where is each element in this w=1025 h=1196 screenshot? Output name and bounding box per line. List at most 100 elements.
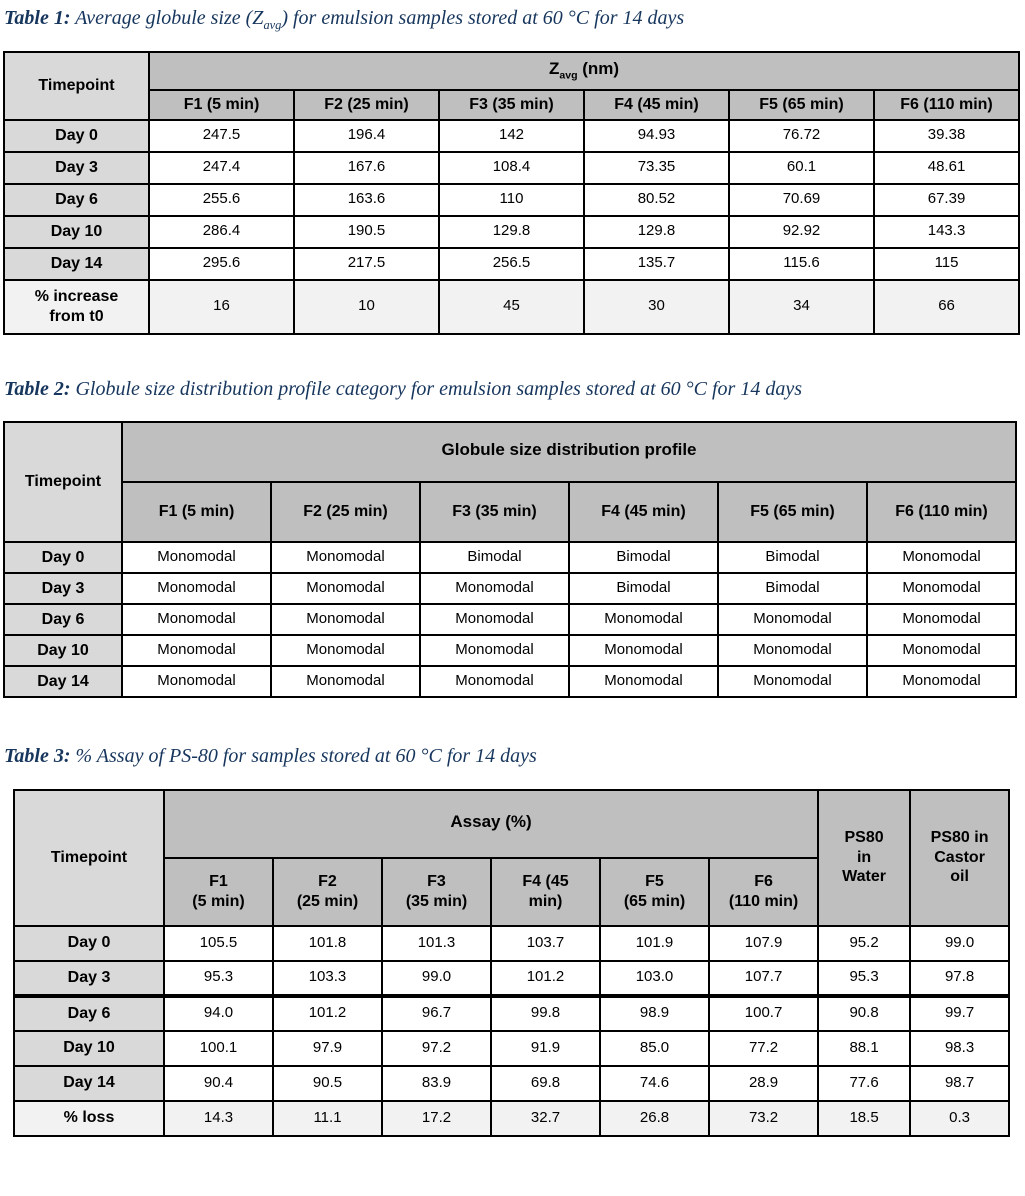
data-cell: 48.61 xyxy=(872,150,1021,185)
data-cell: 66 xyxy=(872,278,1021,335)
data-cell: 99.7 xyxy=(909,993,1011,1032)
column-header-cell: F4 (45 min) xyxy=(583,88,730,121)
data-cell: 110 xyxy=(438,182,585,217)
table-row: Day 3 247.4 167.6 108.4 73.35 60.1 48.61 xyxy=(3,150,1021,185)
table-1-caption: Table 1: Average globule size (Zavg) for… xyxy=(4,6,1025,34)
column-header-cell: F3 (35 min) xyxy=(438,88,585,121)
column-header-cell: F6 (110 min) xyxy=(707,856,820,927)
data-cell: 217.5 xyxy=(293,246,440,281)
data-cell: Monomodal xyxy=(419,665,570,698)
data-cell: 107.9 xyxy=(707,924,820,962)
caption-label: Table 3: xyxy=(4,745,71,767)
caption-text: Average globule size (Z xyxy=(70,7,264,29)
table-3-caption: Table 3: % Assay of PS-80 for samples st… xyxy=(4,744,1025,772)
data-cell: Bimodal xyxy=(568,572,719,605)
data-cell: 98.3 xyxy=(909,1029,1011,1067)
data-cell: 77.2 xyxy=(707,1029,820,1067)
data-cell: Monomodal xyxy=(121,603,272,636)
column-header-cell: F5 (65 min) xyxy=(728,88,875,121)
row-label-cell: Day 10 xyxy=(3,634,123,667)
data-cell: 73.2 xyxy=(707,1099,820,1137)
extra-header-cell: PS80 in Castor oil xyxy=(909,788,1011,927)
row-label-cell: Day 10 xyxy=(13,1029,165,1067)
data-cell: 39.38 xyxy=(872,118,1021,153)
data-cell: Monomodal xyxy=(121,541,272,574)
row-label-cell: Day 3 xyxy=(3,572,123,605)
data-cell: 100.7 xyxy=(707,993,820,1032)
group-header-cell: Assay (%) xyxy=(162,788,820,859)
data-cell: 101.3 xyxy=(381,924,492,962)
data-cell: Monomodal xyxy=(717,603,868,636)
data-cell: 26.8 xyxy=(599,1099,710,1137)
data-cell: Monomodal xyxy=(865,665,1018,698)
data-cell: 92.92 xyxy=(728,214,875,249)
group-header-row: Timepoint Globule size distribution prof… xyxy=(3,421,1018,543)
summary-row: % loss 14.3 11.1 17.2 32.7 26.8 73.2 18.5 0.3 xyxy=(13,1099,1011,1137)
data-cell: 30 xyxy=(583,278,730,335)
data-cell: 88.1 xyxy=(817,1029,912,1067)
data-cell: Bimodal xyxy=(568,541,719,574)
data-cell: Monomodal xyxy=(865,572,1018,605)
caption-text: ) for emulsion samples stored at 60 °C f… xyxy=(281,7,685,29)
column-header-row: F1 (5 min) F2 (25 min) F3 (35 min) F4 (4… xyxy=(4,481,1018,543)
data-cell: 74.6 xyxy=(599,1064,710,1102)
table-1-section: Table 1: Average globule size (Zavg) for… xyxy=(0,6,1025,335)
data-cell: 95.2 xyxy=(817,924,912,962)
data-cell: 295.6 xyxy=(148,246,295,281)
caption-label: Table 2: xyxy=(4,377,71,400)
table-1: Timepoint Zavg (nm) F1 (5 min) F2 (25 mi… xyxy=(3,50,1021,335)
data-cell: Monomodal xyxy=(270,541,421,574)
table-2-section: Table 2: Globule size distribution profi… xyxy=(0,377,1025,698)
column-header-cell: F3 (35 min) xyxy=(381,856,492,927)
data-cell: 99.8 xyxy=(490,993,601,1032)
column-header-cell: F1 (5 min) xyxy=(148,88,295,121)
data-cell: 14.3 xyxy=(163,1099,274,1137)
table-row: Day 10 100.1 97.9 97.2 91.9 85.0 77.2 88.1 98.3 xyxy=(13,1029,1011,1067)
data-cell: 115.6 xyxy=(728,246,875,281)
group-header-text: Assay (%) xyxy=(450,811,532,831)
table-row: Day 6 94.0 101.2 96.7 99.8 98.9 100.7 90.8 99.7 xyxy=(13,993,1011,1032)
data-cell: Monomodal xyxy=(568,665,719,698)
data-cell: Monomodal xyxy=(121,572,272,605)
column-header-cell: F2 (25 min) xyxy=(293,88,440,121)
data-cell: 80.52 xyxy=(583,182,730,217)
table-2: Timepoint Globule size distribution prof… xyxy=(3,421,1018,698)
row-label-cell: Day 6 xyxy=(3,182,150,217)
data-cell: Bimodal xyxy=(717,572,868,605)
data-cell: 98.7 xyxy=(909,1064,1011,1102)
data-cell: 103.3 xyxy=(272,959,383,997)
data-cell: 97.8 xyxy=(909,959,1011,997)
data-cell: 286.4 xyxy=(148,214,295,249)
data-cell: 256.5 xyxy=(438,246,585,281)
group-header-text: Z xyxy=(548,58,560,78)
table-row: Day 0 247.5 196.4 142 94.93 76.72 39.38 xyxy=(3,118,1021,153)
table-3: Timepoint Assay (%) PS80 in Water PS80 i… xyxy=(13,788,1011,1137)
data-cell: 32.7 xyxy=(490,1099,601,1137)
summary-row: % increase from t0 16 10 45 30 34 66 xyxy=(3,278,1021,335)
corner-header-cell: Timepoint xyxy=(13,788,165,927)
column-header-cell: F6 (110 min) xyxy=(865,481,1018,543)
data-cell: Bimodal xyxy=(419,541,570,574)
data-cell: 101.2 xyxy=(272,993,383,1032)
data-cell: Monomodal xyxy=(121,634,272,667)
data-cell: Monomodal xyxy=(419,572,570,605)
data-cell: Monomodal xyxy=(121,665,272,698)
data-cell: 97.9 xyxy=(272,1029,383,1067)
data-cell: 34 xyxy=(728,278,875,335)
data-cell: 16 xyxy=(148,278,295,335)
data-cell: 101.8 xyxy=(272,924,383,962)
row-label-cell: Day 14 xyxy=(3,246,150,281)
data-cell: 83.9 xyxy=(381,1064,492,1102)
column-header-cell: F5 (65 min) xyxy=(599,856,710,927)
column-header-cell: F6 (110 min) xyxy=(872,88,1021,121)
table-row: Day 3 95.3 103.3 99.0 101.2 103.0 107.7 95.3 97.… xyxy=(13,959,1011,997)
data-cell: 255.6 xyxy=(148,182,295,217)
data-cell: 90.4 xyxy=(163,1064,274,1102)
data-cell: 99.0 xyxy=(381,959,492,997)
column-header-cell: F1 (5 min) xyxy=(163,856,274,927)
table-row: Day 0 105.5 101.8 101.3 103.7 101.9 107.9 95.2 9… xyxy=(13,924,1011,962)
column-header-row: F1 (5 min) F2 (25 min) F3 (35 min) F4 (4… xyxy=(14,856,1009,927)
column-header-cell: F1 (5 min) xyxy=(121,481,272,543)
data-cell: 95.3 xyxy=(163,959,274,997)
row-label-cell: Day 3 xyxy=(13,959,165,997)
